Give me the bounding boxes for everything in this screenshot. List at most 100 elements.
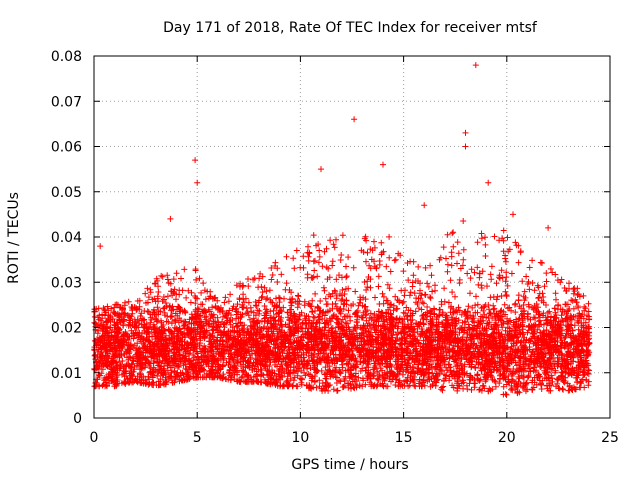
data-point	[372, 362, 379, 369]
data-point	[427, 295, 434, 302]
data-point	[460, 218, 467, 224]
data-point	[361, 235, 368, 242]
data-point	[192, 300, 199, 307]
data-point	[222, 294, 229, 301]
data-point	[242, 295, 249, 302]
data-point	[269, 272, 276, 278]
data-point	[178, 275, 184, 282]
data-point	[91, 352, 98, 359]
data-point	[362, 381, 369, 388]
data-point	[394, 305, 401, 312]
data-point	[378, 239, 385, 246]
data-point	[555, 301, 562, 308]
data-point	[343, 297, 350, 304]
data-point	[414, 301, 421, 307]
data-point	[311, 314, 318, 321]
data-point	[367, 246, 374, 253]
data-point	[359, 375, 366, 382]
data-point	[552, 290, 559, 297]
data-point	[543, 270, 550, 277]
data-point	[225, 298, 232, 305]
data-point	[472, 302, 479, 309]
data-point	[192, 267, 199, 274]
data-point	[450, 229, 457, 236]
data-point	[341, 300, 348, 307]
data-point	[547, 265, 554, 272]
data-point	[524, 329, 531, 336]
data-point	[448, 262, 455, 269]
data-point	[305, 243, 311, 250]
data-point	[252, 312, 259, 319]
data-point	[365, 375, 371, 381]
data-point	[529, 257, 536, 264]
data-point	[107, 324, 114, 331]
data-point	[523, 273, 530, 280]
data-point	[313, 384, 320, 391]
data-point	[519, 278, 526, 285]
data-point	[444, 268, 451, 275]
data-point	[464, 270, 471, 277]
data-point	[565, 307, 572, 314]
data-point	[238, 313, 245, 320]
data-point	[258, 283, 265, 290]
data-point	[437, 306, 443, 313]
data-point	[329, 329, 335, 336]
data-point	[474, 301, 481, 308]
data-point	[418, 306, 425, 313]
data-point	[580, 292, 587, 299]
data-point	[247, 354, 254, 361]
data-point	[312, 290, 319, 297]
data-point	[450, 243, 457, 250]
data-point	[478, 230, 485, 237]
data-point	[209, 304, 216, 311]
data-point	[339, 287, 346, 293]
data-point	[297, 264, 304, 271]
data-point	[136, 297, 143, 304]
data-point	[323, 264, 330, 271]
data-point	[333, 276, 340, 283]
data-point	[253, 303, 260, 309]
data-point	[412, 278, 419, 284]
data-point	[275, 310, 282, 317]
data-point	[363, 258, 369, 265]
data-point	[187, 299, 194, 306]
data-point	[317, 298, 324, 304]
data-point	[306, 301, 313, 308]
data-point	[575, 326, 582, 333]
data-point	[530, 314, 537, 321]
data-point	[94, 354, 101, 361]
data-point	[288, 289, 295, 296]
data-point	[283, 253, 290, 260]
data-point	[247, 316, 253, 323]
data-point	[454, 239, 461, 246]
data-point	[399, 371, 406, 378]
data-point	[278, 361, 285, 368]
data-point	[430, 357, 436, 364]
data-point	[327, 237, 334, 244]
data-point	[502, 252, 509, 259]
data-point	[446, 377, 453, 384]
data-point	[350, 264, 357, 271]
data-point	[325, 265, 332, 272]
data-point	[438, 384, 445, 391]
data-point	[261, 303, 268, 309]
data-point	[512, 239, 519, 246]
data-point	[515, 259, 522, 266]
data-point	[169, 303, 176, 310]
data-point	[352, 288, 359, 295]
data-point	[503, 292, 510, 298]
data-point	[300, 253, 307, 260]
data-point	[518, 305, 525, 312]
data-point	[363, 311, 370, 318]
data-point	[290, 255, 297, 262]
data-point	[274, 279, 281, 285]
data-point	[278, 271, 285, 278]
data-point	[553, 296, 559, 303]
data-point	[454, 260, 460, 267]
data-point	[374, 368, 381, 375]
data-point	[449, 289, 456, 296]
data-point	[504, 282, 511, 289]
data-point	[512, 309, 519, 316]
data-point	[199, 301, 206, 308]
